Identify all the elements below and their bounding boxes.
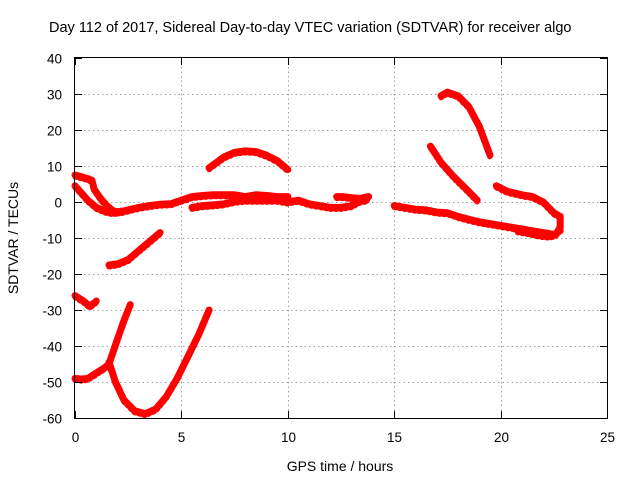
y-tick-label: -20	[42, 268, 62, 283]
x-tick-label: 15	[387, 430, 402, 445]
series-arc-11-marks	[438, 91, 493, 160]
series-arc-4-marks	[334, 196, 372, 203]
x-tick-label: 25	[600, 430, 615, 445]
series-arc-8	[71, 301, 134, 383]
y-tick-label: 40	[47, 52, 62, 67]
ticks: 40 30 20 10 0 -10 -20 -30 -40 -50 -60 0 5 10 15 20 25	[42, 52, 615, 446]
y-axis-label: SDTVAR / TECUs	[5, 182, 21, 294]
x-tick-label: 0	[72, 430, 80, 445]
y-tick-label: -10	[42, 232, 62, 247]
y-tick-label: 20	[47, 124, 62, 139]
y-tick-label: -50	[42, 376, 62, 391]
plot-frame	[74, 57, 608, 419]
series-arc-13-marks	[493, 185, 563, 241]
series-arc-12-marks	[427, 145, 480, 205]
series-arc-5-marks	[106, 232, 163, 270]
series-arc-6-marks	[206, 150, 291, 175]
x-tick-label: 10	[281, 430, 296, 445]
series-arc-2-marks	[72, 185, 125, 218]
series-arc-3-marks	[189, 199, 369, 212]
series-arc-5	[105, 229, 164, 269]
series-arc-8-marks	[72, 304, 133, 384]
series-arc-11	[437, 88, 494, 159]
series-group	[71, 88, 564, 419]
y-tick-label: -60	[42, 412, 62, 427]
y-tick-label: 10	[47, 160, 62, 175]
grid	[75, 58, 607, 418]
series-arc-9-marks	[106, 309, 212, 419]
x-axis-label: GPS time / hours	[287, 458, 394, 474]
chart-title: Day 112 of 2017, Sidereal Day-to-day VTE…	[49, 20, 572, 36]
y-tick-label: -30	[42, 304, 62, 319]
x-tick-label: 20	[494, 430, 509, 445]
series-arc-7-marks	[72, 295, 99, 311]
x-tick-label: 5	[178, 430, 186, 445]
y-tick-label: 0	[54, 196, 62, 211]
y-tick-label: -40	[42, 340, 62, 355]
y-tick-label: 30	[47, 88, 62, 103]
